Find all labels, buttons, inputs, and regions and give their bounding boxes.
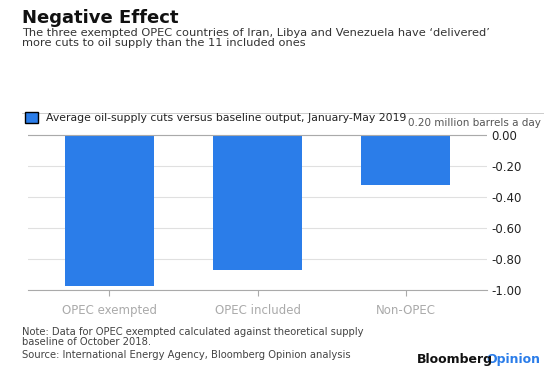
Text: 0.20 million barrels a day: 0.20 million barrels a day: [408, 118, 540, 128]
Text: more cuts to oil supply than the 11 included ones: more cuts to oil supply than the 11 incl…: [22, 38, 306, 48]
Text: baseline of October 2018.: baseline of October 2018.: [22, 337, 152, 347]
Text: The three exempted OPEC countries of Iran, Libya and Venezuela have ‘delivered’: The three exempted OPEC countries of Ira…: [22, 28, 490, 38]
Text: Average oil-supply cuts versus baseline output, January-May 2019: Average oil-supply cuts versus baseline …: [46, 112, 407, 123]
Bar: [213, 135, 302, 270]
Text: Note: Data for OPEC exempted calculated against theoretical supply: Note: Data for OPEC exempted calculated …: [22, 327, 364, 337]
Text: Source: International Energy Agency, Bloomberg Opinion analysis: Source: International Energy Agency, Blo…: [22, 350, 351, 360]
Text: Opinion: Opinion: [487, 353, 540, 366]
Text: Negative Effect: Negative Effect: [22, 9, 179, 27]
Text: Bloomberg: Bloomberg: [417, 353, 493, 366]
Bar: [65, 135, 154, 286]
Bar: [361, 135, 450, 185]
